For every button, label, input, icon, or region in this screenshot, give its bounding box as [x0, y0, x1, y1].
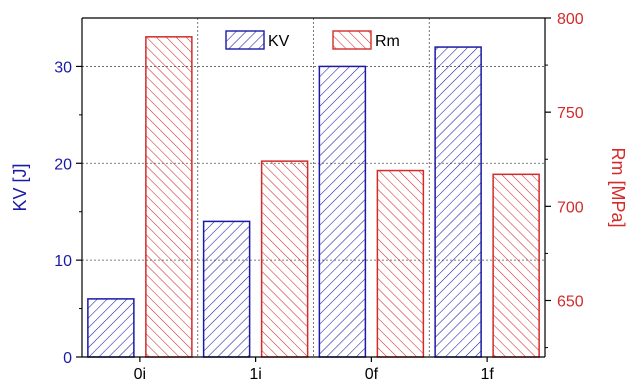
legend: KV Rm	[225, 30, 400, 50]
x-tick-label: 0f	[365, 366, 379, 383]
legend-label-rm: Rm	[375, 33, 400, 50]
left-tick-label: 0	[63, 350, 72, 367]
left-axis-title: KV [J]	[10, 163, 30, 211]
right-tick-label: 750	[557, 105, 584, 122]
bar-rm-0i	[145, 36, 193, 358]
right-axis-title: Rm [MPa]	[608, 147, 627, 227]
bar-kv-0f	[318, 65, 367, 358]
legend-swatch-kv	[225, 30, 265, 50]
right-tick-label: 800	[557, 11, 584, 28]
left-tick-label: 10	[54, 253, 72, 270]
bar-kv-1i	[202, 220, 251, 358]
x-tick-label: 0i	[134, 366, 146, 383]
bar-rm-1f	[492, 173, 540, 358]
x-tick-label: 1i	[249, 366, 261, 383]
bar-rm-0f	[376, 169, 425, 358]
bars	[87, 36, 540, 358]
x-tick-label: 1f	[480, 366, 494, 383]
legend-label-kv: KV	[268, 33, 290, 50]
right-tick-label: 650	[557, 294, 584, 311]
legend-swatch-rm	[332, 30, 372, 50]
left-tick-label: 20	[54, 156, 72, 173]
right-tick-label: 700	[557, 199, 584, 216]
bar-kv-1f	[434, 46, 482, 358]
left-tick-label: 30	[54, 59, 72, 76]
bar-rm-1i	[260, 160, 309, 358]
axes: 0 10 20 30 650 700 750 800 0i 1i 0f 1f KV [J] Rm [MPa…	[10, 11, 627, 383]
bar-kv-0i	[87, 298, 135, 358]
